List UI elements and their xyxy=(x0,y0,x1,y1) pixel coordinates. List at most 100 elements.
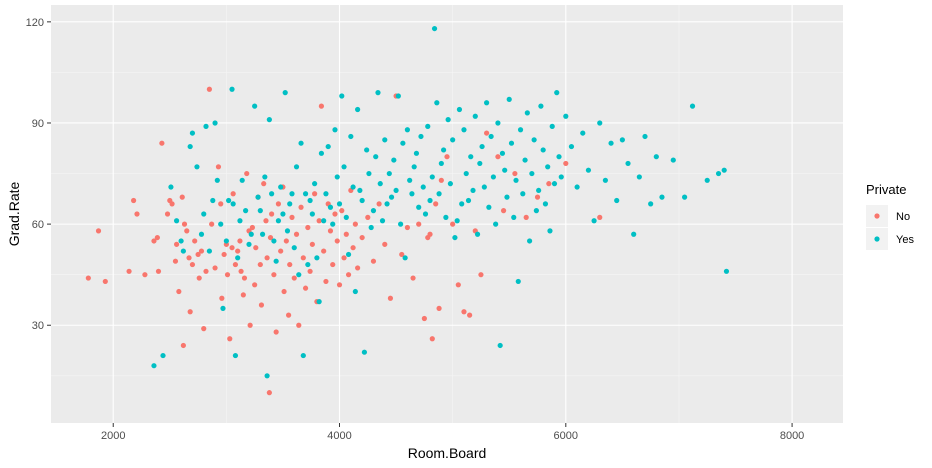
data-point xyxy=(341,164,347,170)
data-point xyxy=(264,373,270,379)
legend-label: No xyxy=(896,211,910,223)
data-point xyxy=(495,120,501,126)
data-point xyxy=(264,255,270,261)
data-point xyxy=(219,295,225,301)
data-point xyxy=(479,143,485,150)
data-point xyxy=(398,221,404,227)
data-point xyxy=(186,255,192,261)
data-point xyxy=(237,218,243,224)
data-point xyxy=(376,201,382,207)
data-point xyxy=(447,181,453,187)
data-point xyxy=(427,231,433,237)
data-point xyxy=(212,120,218,126)
data-point xyxy=(198,248,205,254)
data-point xyxy=(452,234,458,241)
data-point xyxy=(520,191,526,197)
legend-label: Yes xyxy=(896,234,914,246)
data-point xyxy=(468,154,474,160)
data-point xyxy=(547,228,553,234)
data-point xyxy=(252,282,258,288)
data-point xyxy=(359,234,365,241)
data-point xyxy=(173,218,180,224)
data-point xyxy=(316,218,322,224)
legend: Private No Yes xyxy=(866,182,914,250)
data-point xyxy=(418,133,424,140)
data-point xyxy=(524,110,530,116)
data-point xyxy=(407,177,413,183)
data-point xyxy=(293,164,300,170)
data-point xyxy=(388,194,395,200)
data-point xyxy=(287,201,293,207)
data-point xyxy=(226,197,232,204)
data-point xyxy=(345,272,352,278)
data-point xyxy=(300,255,306,261)
data-point xyxy=(648,201,654,207)
data-point xyxy=(318,103,325,109)
data-point xyxy=(241,275,248,281)
data-point xyxy=(642,133,648,140)
x-axis: 2000 4000 6000 8000 xyxy=(101,423,804,442)
data-point xyxy=(597,120,603,126)
data-point xyxy=(416,221,422,227)
data-point xyxy=(350,184,356,190)
data-point xyxy=(210,197,216,204)
data-point xyxy=(355,265,361,271)
data-point xyxy=(538,103,544,109)
data-point xyxy=(551,181,558,187)
data-point xyxy=(327,228,334,234)
data-point xyxy=(429,174,435,180)
data-point xyxy=(721,167,727,173)
data-point xyxy=(591,218,597,224)
data-point xyxy=(399,251,405,258)
data-point xyxy=(597,214,603,220)
data-point xyxy=(636,174,642,180)
data-point xyxy=(493,221,499,227)
data-point xyxy=(359,197,365,204)
data-point xyxy=(287,261,293,268)
data-point xyxy=(545,164,551,170)
data-point xyxy=(409,191,415,197)
data-point xyxy=(450,137,456,143)
data-point xyxy=(178,238,184,244)
data-point xyxy=(195,251,201,258)
data-point xyxy=(350,245,356,251)
data-point xyxy=(438,160,444,167)
data-point xyxy=(542,201,549,207)
data-point xyxy=(486,204,492,210)
data-point xyxy=(515,278,521,285)
data-point xyxy=(206,86,212,92)
data-point xyxy=(436,305,442,311)
data-point xyxy=(546,181,552,187)
data-point xyxy=(384,201,390,207)
data-point xyxy=(670,157,676,163)
data-point xyxy=(316,299,322,305)
data-point xyxy=(134,211,140,217)
data-point xyxy=(413,150,420,156)
x-axis-title: Room.Board xyxy=(408,445,487,461)
data-point xyxy=(198,231,205,237)
data-point xyxy=(300,352,306,359)
data-point xyxy=(377,181,383,187)
data-point xyxy=(179,194,185,200)
legend-item-yes: Yes xyxy=(866,228,914,250)
data-point xyxy=(189,130,196,136)
data-point xyxy=(517,127,524,133)
data-point xyxy=(625,160,631,167)
data-point xyxy=(334,238,340,244)
data-point xyxy=(164,211,171,217)
data-point xyxy=(309,211,315,217)
data-point xyxy=(436,191,442,197)
data-point xyxy=(273,329,279,335)
data-point xyxy=(189,261,196,268)
data-point xyxy=(502,167,508,173)
data-point xyxy=(467,312,473,318)
data-point xyxy=(352,288,358,295)
data-point xyxy=(602,177,609,183)
data-point xyxy=(273,258,279,264)
data-point xyxy=(282,90,288,96)
data-point xyxy=(348,133,354,140)
data-point xyxy=(180,342,186,349)
data-point xyxy=(506,96,512,102)
data-point xyxy=(470,187,476,194)
